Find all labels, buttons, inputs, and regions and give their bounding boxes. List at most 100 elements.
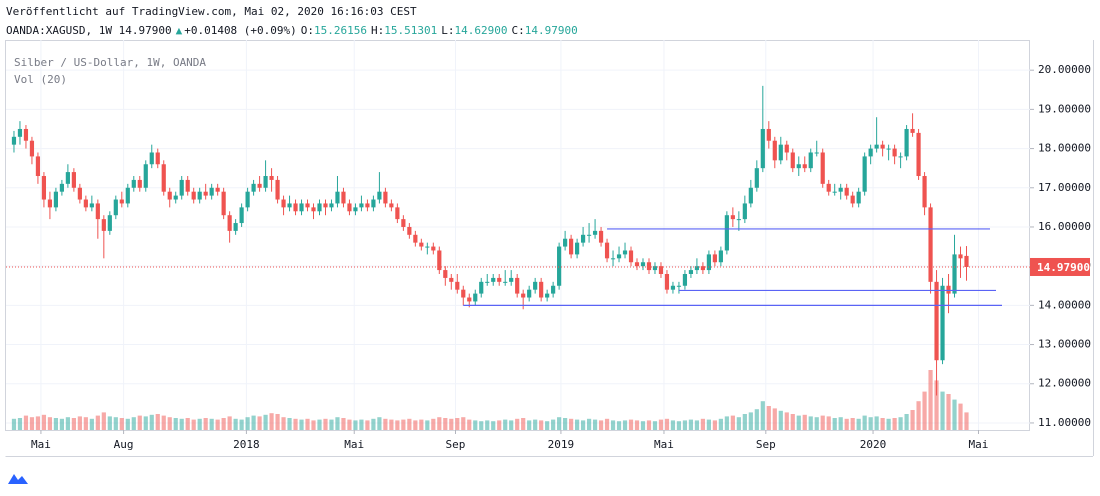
candle-body (17, 128, 23, 137)
candle-body (724, 215, 729, 251)
candle-body (251, 183, 256, 192)
candle-body (718, 250, 723, 263)
volume-bar (329, 419, 334, 430)
candle-body (107, 215, 112, 231)
volume-bar (353, 420, 358, 430)
volume-bar (718, 418, 723, 430)
x-tick-label: Mai (344, 438, 364, 451)
ohlc-label: C: (512, 24, 525, 37)
ohlc-value: 15.26156 (314, 24, 367, 37)
volume-bar (431, 418, 436, 430)
volume-bar (341, 418, 346, 430)
volume-bar (916, 401, 921, 430)
y-tick-label: 11.00000 (1038, 416, 1091, 429)
ohlc-label: L: (441, 24, 454, 37)
volume-bar (95, 415, 100, 430)
volume-bar (622, 420, 628, 430)
candle-body (395, 207, 400, 220)
candle-body (820, 152, 825, 184)
volume-bar (53, 418, 58, 430)
volume-bar (688, 419, 694, 430)
candle-body (563, 238, 568, 247)
y-tick-label: 20.00000 (1038, 63, 1091, 76)
symbol-info: OANDA:XAGUSD, 1W 14.97900 ▲ +0.01408 (+0.0… (6, 24, 578, 37)
candle-body (748, 187, 753, 204)
volume-bar (736, 417, 741, 430)
candle-body (467, 297, 472, 302)
volume-bar (17, 418, 23, 430)
candle-body (317, 203, 322, 212)
volume-bar (425, 420, 430, 430)
candle-body (185, 179, 190, 192)
x-tick-label: Sep (756, 438, 776, 451)
volume-bar (545, 421, 550, 430)
ohlc-value: 15.51301 (384, 24, 437, 37)
candle-body (401, 219, 406, 227)
candle-body (161, 164, 166, 192)
candle-body (922, 176, 927, 208)
candle-body (77, 187, 82, 200)
volume-bar (71, 418, 76, 430)
volume-bar (263, 414, 268, 430)
y-tick-label: 17.00000 (1038, 181, 1091, 194)
candle-body (197, 191, 202, 200)
candle-body (832, 191, 837, 193)
volume-bar (712, 420, 717, 430)
volume-bar (209, 418, 214, 430)
candle-body (239, 207, 244, 224)
volume-bar (257, 416, 262, 430)
volume-bar (65, 417, 70, 430)
logo-icon (8, 474, 28, 484)
candle-body (47, 199, 53, 208)
candle-body (329, 203, 334, 208)
candle-body (934, 281, 939, 361)
candle-body (173, 195, 178, 200)
volume-bar (35, 416, 41, 430)
chart-title: Silber / US-Dollar, 1W, OANDA (14, 56, 206, 69)
volume-bar (521, 418, 526, 430)
candle-body (533, 281, 538, 290)
volume-bar (281, 417, 286, 430)
volume-bar (616, 421, 622, 430)
volume-bar (377, 417, 382, 430)
candle-body (383, 191, 388, 204)
volume-bar (323, 418, 328, 430)
volume-bar (527, 420, 532, 430)
volume-bar (784, 412, 789, 430)
candle-body (940, 285, 945, 361)
volume-bar (455, 418, 460, 430)
candle-body (886, 148, 891, 150)
volume-bar (898, 417, 903, 430)
volume-bar (155, 414, 160, 430)
volume-bar (832, 418, 837, 430)
candle-body (772, 140, 777, 161)
candle-body (53, 191, 58, 208)
volume-bar (59, 418, 64, 430)
volume-bar (503, 419, 508, 430)
candle-body (287, 203, 292, 208)
volume-bar (958, 403, 963, 430)
last-price-box (1030, 257, 1090, 276)
candle-body (425, 246, 430, 248)
volume-bar (790, 414, 795, 430)
volume-bar (287, 418, 292, 430)
volume-bar (251, 415, 256, 430)
candle-body (29, 140, 35, 157)
volume-bar (551, 419, 556, 430)
volume-bar (221, 418, 226, 430)
candle-body (838, 187, 843, 192)
candle-body (479, 281, 484, 294)
volume-bar (11, 418, 17, 430)
published-note: Veröffentlicht auf TradingView.com, Mai … (6, 5, 417, 18)
volume-bar (604, 418, 610, 430)
candle-body (143, 164, 148, 188)
volume-bar (143, 416, 148, 430)
candle-body (209, 187, 214, 196)
volume-bar (628, 419, 634, 430)
volume-bar (557, 417, 562, 430)
volume-bar (461, 417, 466, 430)
candle-body (646, 262, 652, 271)
candle-body (263, 176, 268, 188)
candle-body (802, 164, 807, 169)
candle-body (71, 172, 76, 188)
